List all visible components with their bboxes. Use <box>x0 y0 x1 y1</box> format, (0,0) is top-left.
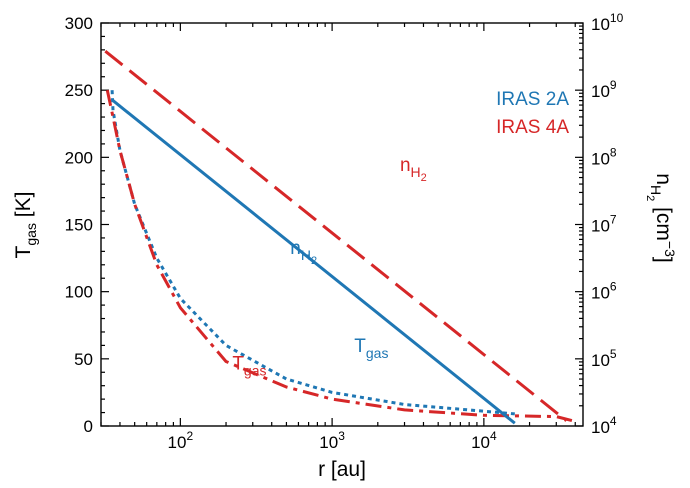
y-right-tick-label: 104 <box>591 414 617 437</box>
series-line-iras-4a-t-gas <box>105 89 573 423</box>
x-tick-label: 104 <box>471 429 497 452</box>
y-right-tick-label: 107 <box>591 213 617 236</box>
y-right-tick-label: 106 <box>591 280 617 303</box>
annotation-t-gas: Tgas <box>232 354 266 379</box>
y-right-title-main: n <box>652 173 675 185</box>
y-right-title-end: ] <box>652 257 675 263</box>
legend: IRAS 2A IRAS 4A <box>496 89 569 138</box>
y-right-tick-label: 108 <box>591 145 617 168</box>
y-right-title-sub: H <box>648 185 664 195</box>
y-right-axis-title: nH2 [cm−3] <box>644 173 678 262</box>
y-left-tick-label: 200 <box>65 148 93 167</box>
y-right-title-sup: −3 <box>662 241 678 257</box>
x-tick-label: 103 <box>319 429 345 452</box>
series-line-iras-2a-t-gas <box>110 90 515 416</box>
series-lines <box>104 50 573 425</box>
annotation-n-h: nH2 <box>400 155 427 184</box>
x-tick-label: 102 <box>168 429 194 452</box>
y-right-title-subsub: 2 <box>644 195 656 201</box>
y-left-tick-label: 150 <box>65 216 93 235</box>
y-right-tick-label: 105 <box>591 347 617 370</box>
legend-label-iras-4a: IRAS 4A <box>496 117 569 138</box>
annotation-n-h: nH2 <box>290 238 317 267</box>
y-left-title-tail: [K] <box>12 192 35 224</box>
tick-labels: 102 103 104 0 50 100 150 200 250 300 104 105 106 107 1… <box>65 11 624 452</box>
svg-text:nH2 [cm−3]: nH2 [cm−3] <box>644 173 678 262</box>
svg-text:Tgas [K]: Tgas [K] <box>12 192 39 259</box>
annotation-t-gas: Tgas <box>354 336 388 361</box>
y-left-title-sub: gas <box>23 223 39 246</box>
y-right-tick-label: 1010 <box>591 11 624 34</box>
legend-label-iras-2a: IRAS 2A <box>496 89 569 110</box>
y-left-title-main: T <box>12 245 35 258</box>
curve-annotations: nH2 nH2 Tgas Tgas <box>232 155 426 379</box>
y-left-axis-title: Tgas [K] <box>12 192 39 259</box>
plot-area-frame <box>100 22 584 427</box>
series-line-iras-4a-n-h2 <box>104 50 568 422</box>
y-left-tick-label: 300 <box>65 14 93 33</box>
y-left-tick-label: 250 <box>65 81 93 100</box>
y-right-title-tail: [cm <box>652 201 675 241</box>
y-left-tick-label: 100 <box>65 283 93 302</box>
y-right-tick-label: 109 <box>591 78 617 101</box>
y-left-tick-label: 50 <box>74 350 93 369</box>
y-left-tick-label: 0 <box>84 417 93 436</box>
tick-marks <box>100 22 583 427</box>
x-axis-title: r [au] <box>318 458 366 481</box>
series-line-iras-2a-n-h2 <box>112 99 516 425</box>
